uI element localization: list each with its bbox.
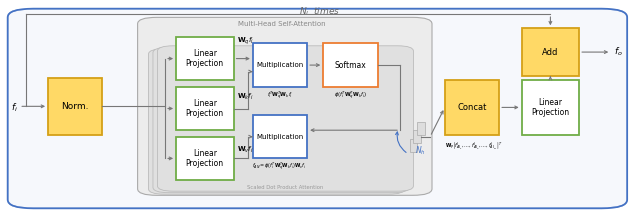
Bar xyxy=(176,37,234,80)
Text: Add: Add xyxy=(542,48,559,57)
Text: Softmax: Softmax xyxy=(335,61,366,70)
FancyBboxPatch shape xyxy=(157,46,413,191)
Text: Multiplication: Multiplication xyxy=(257,134,303,140)
Bar xyxy=(48,78,102,135)
FancyBboxPatch shape xyxy=(138,17,432,195)
Text: Linear
Projection: Linear Projection xyxy=(186,99,224,118)
Bar xyxy=(253,115,307,158)
Bar xyxy=(176,137,234,180)
Text: $f_{AN} = \phi(f_i^T \mathbf{W}_q^T \mathbf{W}_k f_i) \mathbf{W}_v f_i$: $f_{AN} = \phi(f_i^T \mathbf{W}_q^T \mat… xyxy=(252,161,307,173)
Text: Linear
Projection: Linear Projection xyxy=(186,49,224,68)
Bar xyxy=(417,122,425,135)
Bar xyxy=(410,139,417,152)
Text: Multiplication: Multiplication xyxy=(257,62,303,68)
Text: Scaled Dot Product Attention: Scaled Dot Product Attention xyxy=(246,185,323,190)
Bar xyxy=(253,43,307,87)
FancyBboxPatch shape xyxy=(148,49,404,194)
Text: $f_i$: $f_i$ xyxy=(11,101,17,114)
Text: Multi-Head Self-Attention: Multi-Head Self-Attention xyxy=(238,21,325,27)
Bar xyxy=(445,80,499,135)
Text: $f_o$: $f_o$ xyxy=(614,46,623,58)
Text: Norm.: Norm. xyxy=(61,102,89,111)
FancyBboxPatch shape xyxy=(153,47,409,193)
Text: Linear
Projection: Linear Projection xyxy=(531,98,570,117)
Bar xyxy=(323,43,378,87)
Text: $\mathbf{W}_k f_i$: $\mathbf{W}_k f_i$ xyxy=(237,91,253,102)
Text: $\phi(f_i^T \mathbf{W}_q^T \mathbf{W}_k f_i)$: $\phi(f_i^T \mathbf{W}_q^T \mathbf{W}_k … xyxy=(334,89,367,102)
Text: Linear
Projection: Linear Projection xyxy=(186,149,224,168)
Text: $\mathbf{W}_v f_i$: $\mathbf{W}_v f_i$ xyxy=(237,145,253,155)
Bar xyxy=(413,130,421,143)
Bar xyxy=(522,28,579,76)
Text: $\mathbf{W}_q f_i$: $\mathbf{W}_q f_i$ xyxy=(237,36,253,47)
Bar xyxy=(176,87,234,130)
Text: $N_l$  times: $N_l$ times xyxy=(300,5,340,18)
Text: $N_h$: $N_h$ xyxy=(415,145,426,157)
Text: $\mathbf{W}_P \left[ f_{AI_1}^l, \ldots, f_{AI_2}^l, \ldots, f_{AI_{N_h}}^l \rig: $\mathbf{W}_P \left[ f_{AI_1}^l, \ldots,… xyxy=(445,140,502,152)
FancyBboxPatch shape xyxy=(8,9,627,208)
Bar xyxy=(522,80,579,135)
Text: Concat: Concat xyxy=(458,103,486,112)
Text: $f_i^T \mathbf{W}_q^T \mathbf{W}_k f_i$: $f_i^T \mathbf{W}_q^T \mathbf{W}_k f_i$ xyxy=(267,89,292,102)
